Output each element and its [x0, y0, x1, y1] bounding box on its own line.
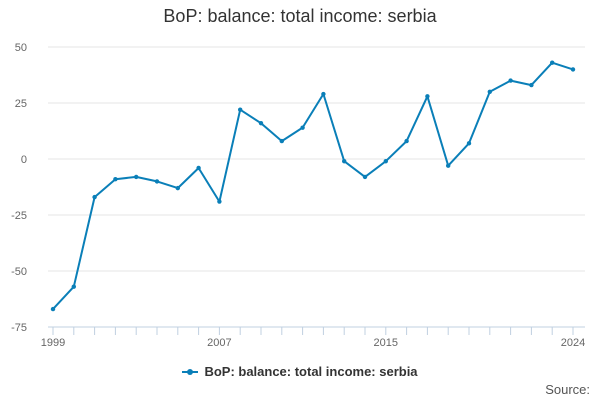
series-layer [50, 60, 576, 312]
data-point[interactable] [154, 179, 160, 184]
data-point[interactable] [529, 82, 534, 88]
data-point[interactable] [92, 194, 97, 200]
x-tick-label: 1999 [41, 337, 65, 349]
data-point[interactable] [217, 199, 222, 204]
data-point[interactable] [300, 125, 305, 130]
y-tick-label: -75 [11, 322, 27, 334]
series-line [52, 61, 574, 310]
data-point[interactable] [570, 67, 576, 72]
y-tick-label: -50 [11, 266, 27, 278]
y-axis-labels: 50 25 0 -25 -50 -75 [11, 42, 27, 334]
data-point[interactable] [71, 284, 77, 289]
data-point[interactable] [196, 165, 201, 171]
data-point[interactable] [175, 185, 180, 191]
legend-label: BoP: balance: total income: serbia [204, 364, 418, 379]
x-axis-labels: 1999 2007 2015 2024 [41, 337, 585, 349]
legend[interactable]: BoP: balance: total income: serbia [0, 364, 600, 379]
data-point[interactable] [404, 138, 409, 144]
data-point[interactable] [258, 120, 264, 126]
y-tick-label: 50 [15, 42, 27, 54]
data-point[interactable] [279, 138, 284, 144]
chart-title: BoP: balance: total income: serbia [163, 6, 437, 26]
data-point[interactable] [466, 141, 472, 146]
x-tick-label: 2007 [207, 337, 231, 349]
data-point[interactable] [383, 159, 388, 164]
data-point[interactable] [508, 78, 513, 83]
grid-lines [48, 46, 585, 272]
source-label: Source: [545, 382, 590, 397]
legend-line-symbol [182, 368, 199, 375]
x-axis [48, 326, 585, 335]
y-tick-label: -25 [11, 210, 27, 222]
data-point[interactable] [550, 60, 555, 65]
y-tick-label: 0 [21, 154, 27, 166]
data-point[interactable] [50, 306, 56, 312]
data-point[interactable] [113, 176, 118, 182]
data-point[interactable] [134, 174, 139, 180]
data-point[interactable] [446, 163, 451, 168]
x-tick-label: 2015 [374, 337, 398, 349]
x-tick-label: 2024 [561, 337, 585, 349]
data-point[interactable] [238, 107, 243, 112]
data-point[interactable] [342, 159, 347, 164]
data-point[interactable] [321, 91, 326, 97]
y-tick-label: 25 [15, 98, 27, 110]
data-point[interactable] [487, 89, 492, 95]
data-point[interactable] [425, 94, 430, 99]
data-point[interactable] [362, 174, 368, 180]
